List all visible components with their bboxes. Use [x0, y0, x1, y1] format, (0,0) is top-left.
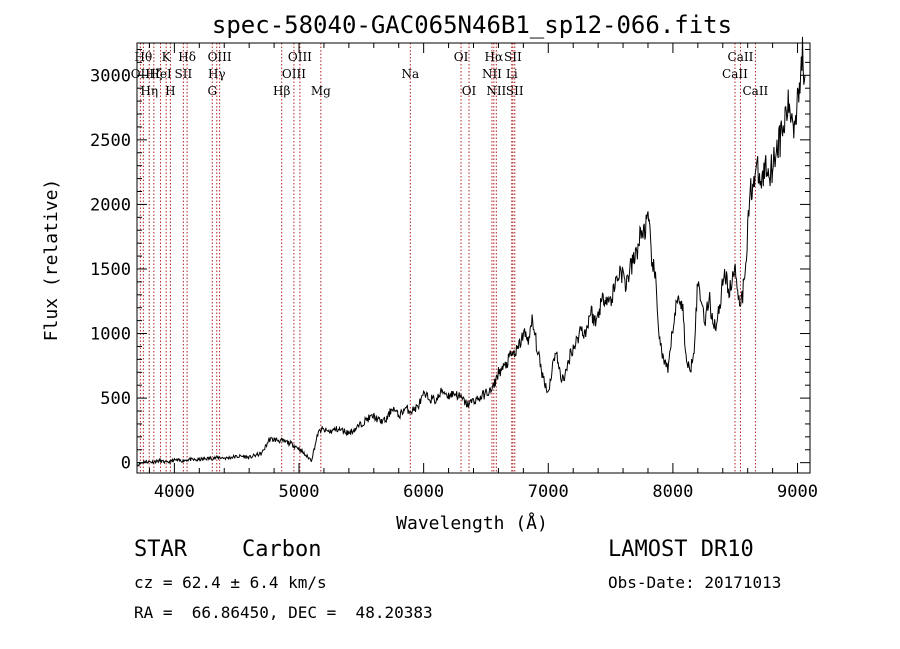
line-marker-label: CaII — [722, 67, 748, 81]
obs-date-text: Obs-Date: 20171013 — [608, 573, 782, 592]
velocity-text: cz = 62.4 ± 6.4 km/s — [134, 573, 327, 592]
line-marker-label: Hη — [140, 84, 158, 98]
line-marker-label: HeI — [149, 67, 172, 81]
line-marker-label: Hδ — [178, 50, 196, 64]
x-tick-label: 5000 — [279, 482, 320, 502]
x-axis: 4000 5000 6000 7000 8000 9000 — [148, 43, 818, 502]
line-marker-label: Li — [506, 67, 518, 81]
line-marker-label: Mg — [311, 84, 331, 98]
survey-label: LAMOST DR10 — [608, 537, 754, 562]
y-tick-label: 0 — [121, 454, 131, 474]
x-tick-label: 9000 — [777, 482, 818, 502]
x-tick-label: 8000 — [652, 482, 693, 502]
line-marker-label: SII — [175, 67, 193, 81]
line-marker-label: SII — [504, 50, 522, 64]
y-tick-label: 1500 — [90, 260, 131, 280]
plot-frame — [136, 42, 811, 474]
y-axis-label: Flux (relative) — [41, 179, 62, 342]
x-tick-label: 4000 — [154, 482, 195, 502]
line-marker-label: NII — [486, 84, 506, 98]
coordinates-text: RA = 66.86450, DEC = 48.20383 — [134, 603, 433, 622]
line-marker-label: OIII — [288, 50, 312, 64]
x-tick-label: 6000 — [403, 482, 444, 502]
line-marker-label: OIII — [208, 50, 232, 64]
chart-title: spec-58040-GAC065N46B1_sp12-066.fits — [212, 11, 732, 39]
line-marker-label: OI — [454, 50, 469, 64]
line-marker-label: Hα — [485, 50, 504, 64]
y-tick-label: 2500 — [90, 131, 131, 151]
line-marker-label: Hζ — [145, 67, 162, 81]
line-marker-label: Hβ — [273, 84, 290, 98]
line-marker-label: SII — [506, 84, 524, 98]
y-tick-label: 1000 — [90, 325, 131, 345]
y-axis: 0 500 1000 1500 2000 2500 3000 — [90, 48, 810, 474]
spectrum-line — [136, 36, 806, 468]
y-tick-label: 500 — [100, 389, 131, 409]
y-tick-label: 2000 — [90, 195, 131, 215]
x-tick-label: 7000 — [528, 482, 569, 502]
object-class: STAR — [134, 537, 187, 562]
line-marker-label: OIII — [282, 67, 306, 81]
y-tick-label: 3000 — [90, 66, 131, 86]
line-marker-label: Na — [401, 67, 419, 81]
line-marker-label: Hθ — [135, 50, 153, 64]
x-axis-label: Wavelength (Å) — [396, 512, 548, 534]
line-marker-label: OII — [131, 67, 151, 81]
line-marker-label: G — [207, 84, 217, 98]
line-marker-labels: HθOIIHηHζHeIKHSIIHδGHγOIIIHβOIIIOIIIMgNa… — [131, 50, 769, 98]
line-marker-label: H — [165, 84, 175, 98]
line-marker-label: CaII — [728, 50, 754, 64]
object-subclass: Carbon — [242, 537, 322, 562]
line-marker-label: CaII — [742, 84, 768, 98]
line-marker-label: Hγ — [208, 67, 226, 81]
line-markers — [139, 43, 756, 473]
line-marker-label: K — [162, 50, 172, 64]
line-marker-label: OI — [462, 84, 477, 98]
line-marker-label: NII — [482, 67, 502, 81]
